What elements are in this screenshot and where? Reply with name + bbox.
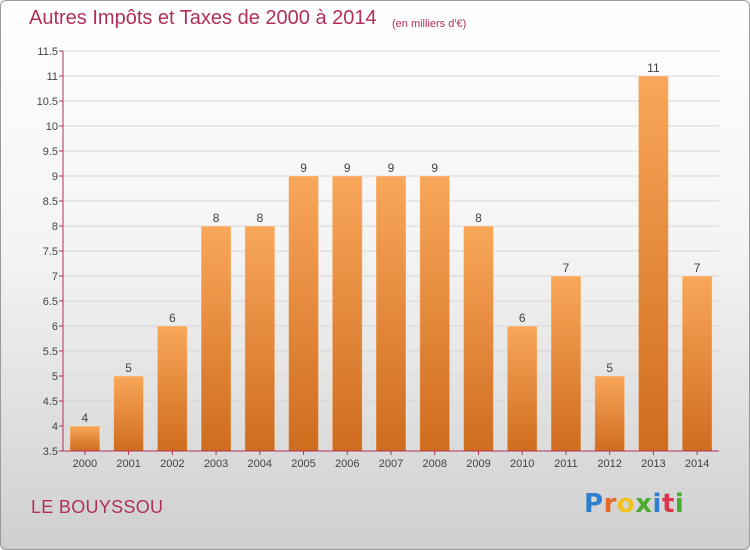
place-name: LE BOUYSSOU bbox=[31, 497, 164, 517]
y-tick-label: 4.5 bbox=[43, 396, 58, 408]
y-tick-label: 8.5 bbox=[43, 196, 58, 208]
value-label: 9 bbox=[344, 161, 351, 175]
chart-title: Autres Impôts et Taxes de 2000 à 2014 bbox=[29, 7, 377, 29]
logo-letter: r bbox=[603, 489, 617, 519]
proxiti-logo[interactable]: Proxiti bbox=[584, 489, 684, 519]
logo-letter: x bbox=[635, 489, 653, 519]
labels: 3.5 4 4.5 5 5.5 6 6.5 7 7.5 8 8.5 9 9.5 10 10.5 11 11.5 4… bbox=[37, 46, 710, 470]
x-tick-label: 2001 bbox=[116, 458, 140, 470]
value-label: 7 bbox=[563, 261, 570, 275]
logo-letter: o bbox=[616, 489, 636, 519]
bar-2013 bbox=[638, 76, 669, 451]
x-tick-label: 2006 bbox=[335, 458, 359, 470]
logo-letter: t bbox=[661, 489, 675, 519]
x-tick-label: 2011 bbox=[554, 458, 578, 470]
bar-2001 bbox=[113, 376, 144, 451]
bar-2003 bbox=[201, 226, 232, 451]
value-label: 6 bbox=[169, 311, 176, 325]
bar-2007 bbox=[376, 176, 406, 451]
x-tick-label: 2007 bbox=[379, 458, 403, 470]
x-tick-label: 2000 bbox=[73, 458, 97, 470]
y-tick-label: 7 bbox=[52, 271, 58, 283]
x-tick-label: 2012 bbox=[597, 458, 621, 470]
y-tick-label: 10.5 bbox=[37, 96, 58, 108]
y-tick-label: 6 bbox=[52, 321, 58, 333]
value-label: 4 bbox=[82, 411, 89, 425]
y-tick-label: 3.5 bbox=[43, 446, 58, 458]
y-tick-label: 6.5 bbox=[43, 296, 58, 308]
bar-2011 bbox=[550, 276, 581, 451]
value-label: 5 bbox=[125, 361, 132, 375]
y-tick-label: 5 bbox=[52, 371, 58, 383]
y-tick-label: 9.5 bbox=[43, 146, 58, 158]
chart-subtitle: (en milliers d'€) bbox=[392, 18, 467, 30]
y-tick-label: 11.5 bbox=[37, 46, 58, 58]
logo-letter: i bbox=[674, 489, 685, 519]
value-label: 6 bbox=[519, 311, 526, 325]
x-tick-label: 2010 bbox=[510, 458, 534, 470]
value-label: 5 bbox=[606, 361, 613, 375]
y-tick-label: 4 bbox=[52, 421, 58, 433]
value-label: 8 bbox=[213, 211, 220, 225]
bar-2002 bbox=[157, 326, 188, 451]
x-tick-label: 2002 bbox=[160, 458, 184, 470]
bar-2014 bbox=[682, 276, 713, 451]
bar-2004 bbox=[244, 226, 275, 451]
value-label: 9 bbox=[300, 161, 307, 175]
value-label: 9 bbox=[388, 161, 395, 175]
x-tick-label: 2008 bbox=[422, 458, 446, 470]
bar-2008 bbox=[419, 176, 450, 451]
y-tick-label: 5.5 bbox=[43, 346, 58, 358]
x-tick-label: 2004 bbox=[248, 458, 272, 470]
x-tick-label: 2014 bbox=[685, 458, 709, 470]
value-label: 8 bbox=[475, 211, 482, 225]
bar-2009 bbox=[463, 226, 494, 451]
x-tick-label: 2003 bbox=[204, 458, 228, 470]
bar-2005 bbox=[288, 176, 319, 451]
y-tick-label: 10 bbox=[46, 121, 58, 133]
logo-letter: P bbox=[584, 489, 604, 519]
x-tick-label: 2013 bbox=[641, 458, 665, 470]
x-tick-label: 2009 bbox=[466, 458, 490, 470]
bar-2000 bbox=[69, 426, 100, 451]
value-label: 8 bbox=[256, 211, 263, 225]
bar-2010 bbox=[507, 326, 538, 451]
bars bbox=[69, 75, 713, 452]
logo-letter: i bbox=[652, 489, 662, 519]
bar-2006 bbox=[332, 176, 363, 451]
axes bbox=[59, 50, 719, 455]
y-tick-label: 8 bbox=[52, 221, 58, 233]
x-tick-label: 2005 bbox=[291, 458, 315, 470]
bar-2012 bbox=[594, 376, 625, 451]
y-tick-label: 9 bbox=[52, 171, 58, 183]
value-label: 9 bbox=[431, 161, 438, 175]
value-label: 7 bbox=[694, 261, 701, 275]
y-tick-label: 7.5 bbox=[43, 246, 58, 258]
value-label: 11 bbox=[647, 61, 660, 75]
y-tick-label: 11 bbox=[47, 71, 58, 83]
